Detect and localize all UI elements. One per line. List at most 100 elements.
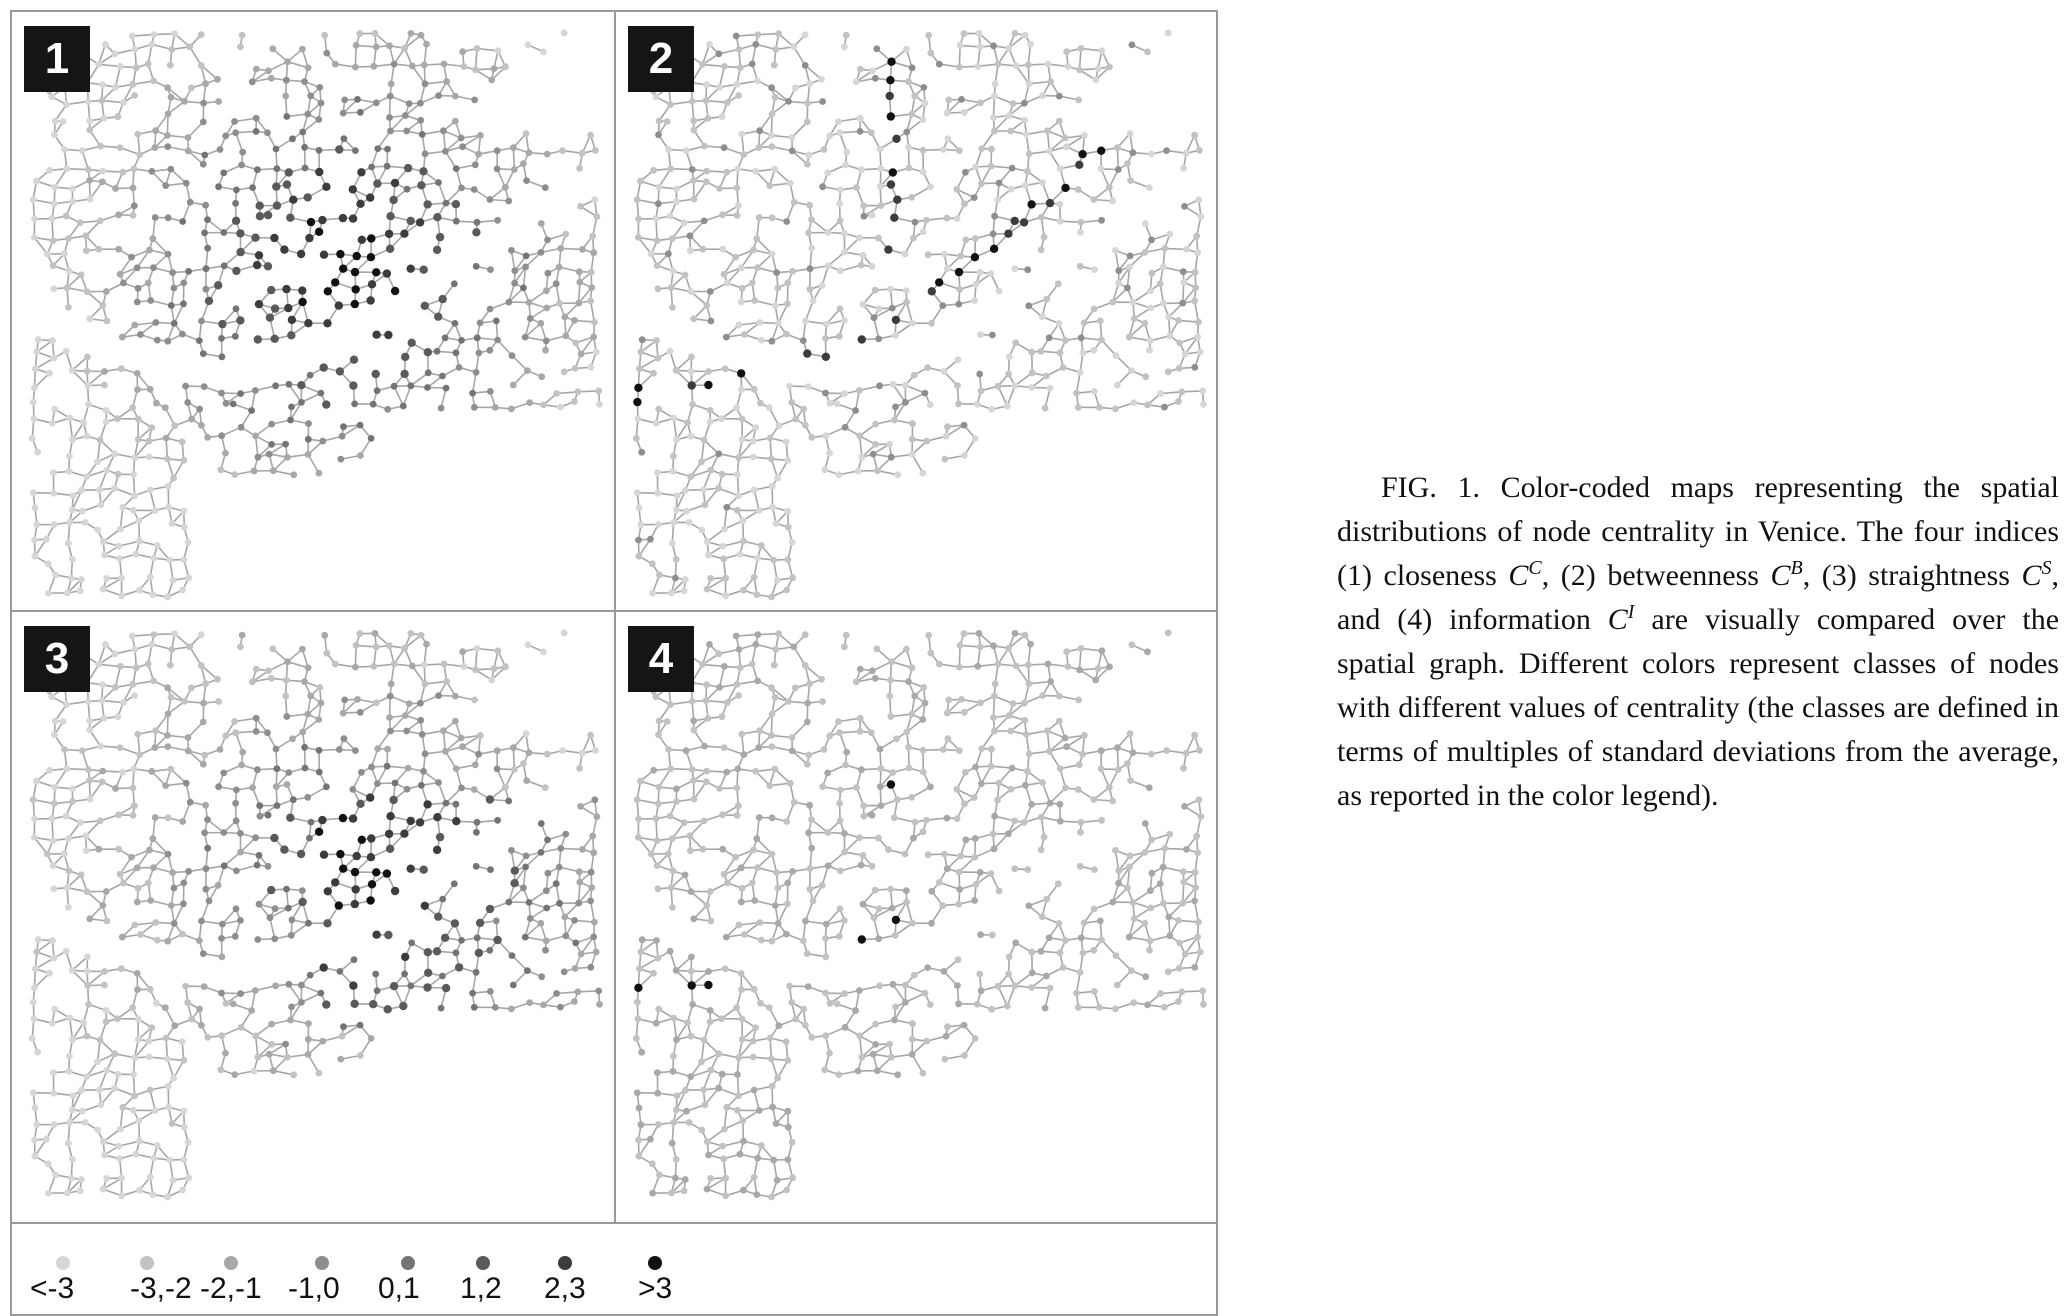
street-node (290, 471, 297, 478)
street-node (655, 285, 662, 292)
street-node (1038, 214, 1045, 221)
street-node (179, 218, 186, 225)
street-node (167, 662, 174, 669)
street-node (356, 800, 364, 808)
street-node (1166, 333, 1173, 340)
street-node (223, 400, 230, 407)
street-node (307, 693, 314, 700)
street-node (752, 424, 759, 431)
street-node (1039, 313, 1046, 320)
street-node (721, 63, 728, 70)
street-node (218, 335, 225, 342)
street-node (154, 337, 161, 344)
street-node (853, 184, 860, 191)
street-node (1077, 263, 1084, 270)
street-node (911, 93, 918, 100)
street-node (724, 99, 731, 106)
street-node (755, 31, 762, 38)
street-node (591, 919, 598, 926)
street-node (218, 990, 225, 997)
street-node (220, 170, 227, 177)
street-node (66, 415, 73, 422)
street-node (32, 505, 39, 512)
street-node (487, 306, 494, 313)
street-node (357, 422, 364, 429)
street-node (1165, 30, 1172, 37)
street-node (443, 800, 450, 807)
street-node (239, 149, 246, 156)
street-node (453, 801, 460, 808)
street-node (203, 286, 210, 293)
street-node (424, 384, 431, 391)
street-node (215, 183, 222, 190)
street-node (1147, 287, 1154, 294)
street-network-map (616, 12, 1220, 612)
street-node (740, 151, 747, 158)
street-node (1038, 247, 1045, 254)
street-node (459, 743, 466, 750)
street-node (255, 251, 263, 259)
street-node (804, 161, 811, 168)
street-node (236, 316, 244, 324)
street-node (372, 931, 380, 939)
street-node (594, 813, 601, 820)
street-node (559, 147, 566, 154)
street-node (977, 99, 984, 106)
street-node (168, 902, 175, 909)
street-node (1098, 166, 1105, 173)
street-node (357, 630, 364, 637)
street-node (384, 746, 391, 753)
street-node (201, 383, 208, 390)
street-node (424, 969, 432, 977)
street-node (164, 684, 171, 691)
street-node (49, 693, 56, 700)
street-node (877, 183, 884, 190)
street-node (401, 353, 409, 361)
street-node (443, 385, 450, 392)
street-node (298, 298, 306, 306)
street-node (282, 1041, 289, 1048)
street-node (577, 203, 584, 210)
street-node (826, 450, 833, 457)
street-node (1039, 179, 1046, 186)
street-node (301, 678, 308, 685)
street-node (64, 284, 71, 291)
street-node (118, 365, 125, 372)
street-node (525, 641, 532, 648)
street-node (111, 1085, 118, 1092)
street-node (891, 417, 898, 424)
street-node (271, 335, 279, 343)
street-node (78, 1087, 85, 1094)
street-node (319, 438, 326, 445)
street-node (33, 949, 40, 956)
street-node (268, 1021, 275, 1028)
street-node (805, 383, 812, 390)
street-node (102, 641, 109, 648)
street-node (146, 1054, 153, 1061)
street-node (740, 538, 747, 545)
street-node (452, 693, 459, 700)
street-node (205, 297, 213, 305)
street-node (221, 262, 228, 269)
street-node (256, 852, 263, 859)
street-node (1027, 41, 1034, 48)
street-node (112, 84, 119, 91)
street-node (134, 370, 141, 377)
street-node (961, 30, 968, 37)
street-node (636, 365, 643, 372)
street-node (32, 1153, 39, 1160)
street-node (131, 322, 138, 329)
street-node (1115, 166, 1122, 173)
street-node (841, 390, 848, 397)
street-node (236, 248, 244, 256)
street-node (751, 297, 758, 304)
street-node (299, 646, 306, 653)
street-node (442, 748, 449, 755)
street-node (374, 387, 381, 394)
street-node (188, 416, 195, 423)
street-node (905, 78, 912, 85)
street-node (179, 931, 186, 938)
street-node (63, 165, 70, 172)
street-node (136, 538, 143, 545)
street-node (872, 287, 879, 294)
